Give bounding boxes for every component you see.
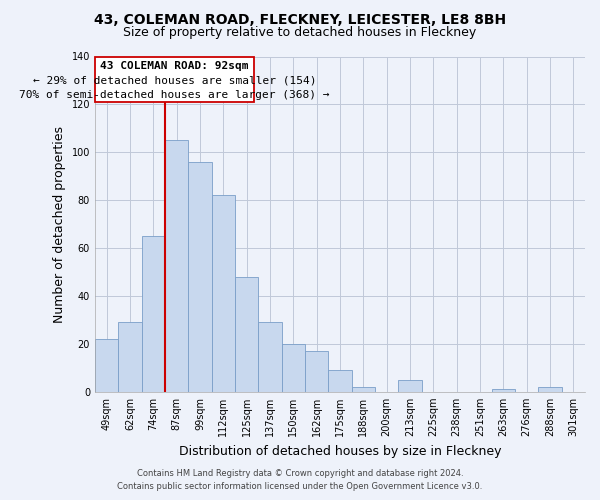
FancyBboxPatch shape — [95, 56, 254, 102]
Bar — [95, 339, 118, 392]
Bar — [259, 322, 281, 392]
Bar — [398, 380, 422, 392]
Bar — [142, 236, 165, 392]
Bar — [281, 344, 305, 392]
Text: Size of property relative to detached houses in Fleckney: Size of property relative to detached ho… — [124, 26, 476, 39]
X-axis label: Distribution of detached houses by size in Fleckney: Distribution of detached houses by size … — [179, 444, 501, 458]
Bar — [328, 370, 352, 392]
Text: 43 COLEMAN ROAD: 92sqm: 43 COLEMAN ROAD: 92sqm — [100, 62, 248, 72]
Bar — [305, 351, 328, 392]
Bar — [165, 140, 188, 392]
Text: 43, COLEMAN ROAD, FLECKNEY, LEICESTER, LE8 8BH: 43, COLEMAN ROAD, FLECKNEY, LEICESTER, L… — [94, 12, 506, 26]
Text: Contains HM Land Registry data © Crown copyright and database right 2024.
Contai: Contains HM Land Registry data © Crown c… — [118, 470, 482, 491]
Bar — [212, 196, 235, 392]
Bar — [118, 322, 142, 392]
Bar — [491, 390, 515, 392]
Text: 70% of semi-detached houses are larger (368) →: 70% of semi-detached houses are larger (… — [19, 90, 329, 100]
Bar — [352, 387, 375, 392]
Text: ← 29% of detached houses are smaller (154): ← 29% of detached houses are smaller (15… — [32, 76, 316, 86]
Bar — [538, 387, 562, 392]
Bar — [235, 277, 259, 392]
Bar — [188, 162, 212, 392]
Y-axis label: Number of detached properties: Number of detached properties — [53, 126, 66, 322]
